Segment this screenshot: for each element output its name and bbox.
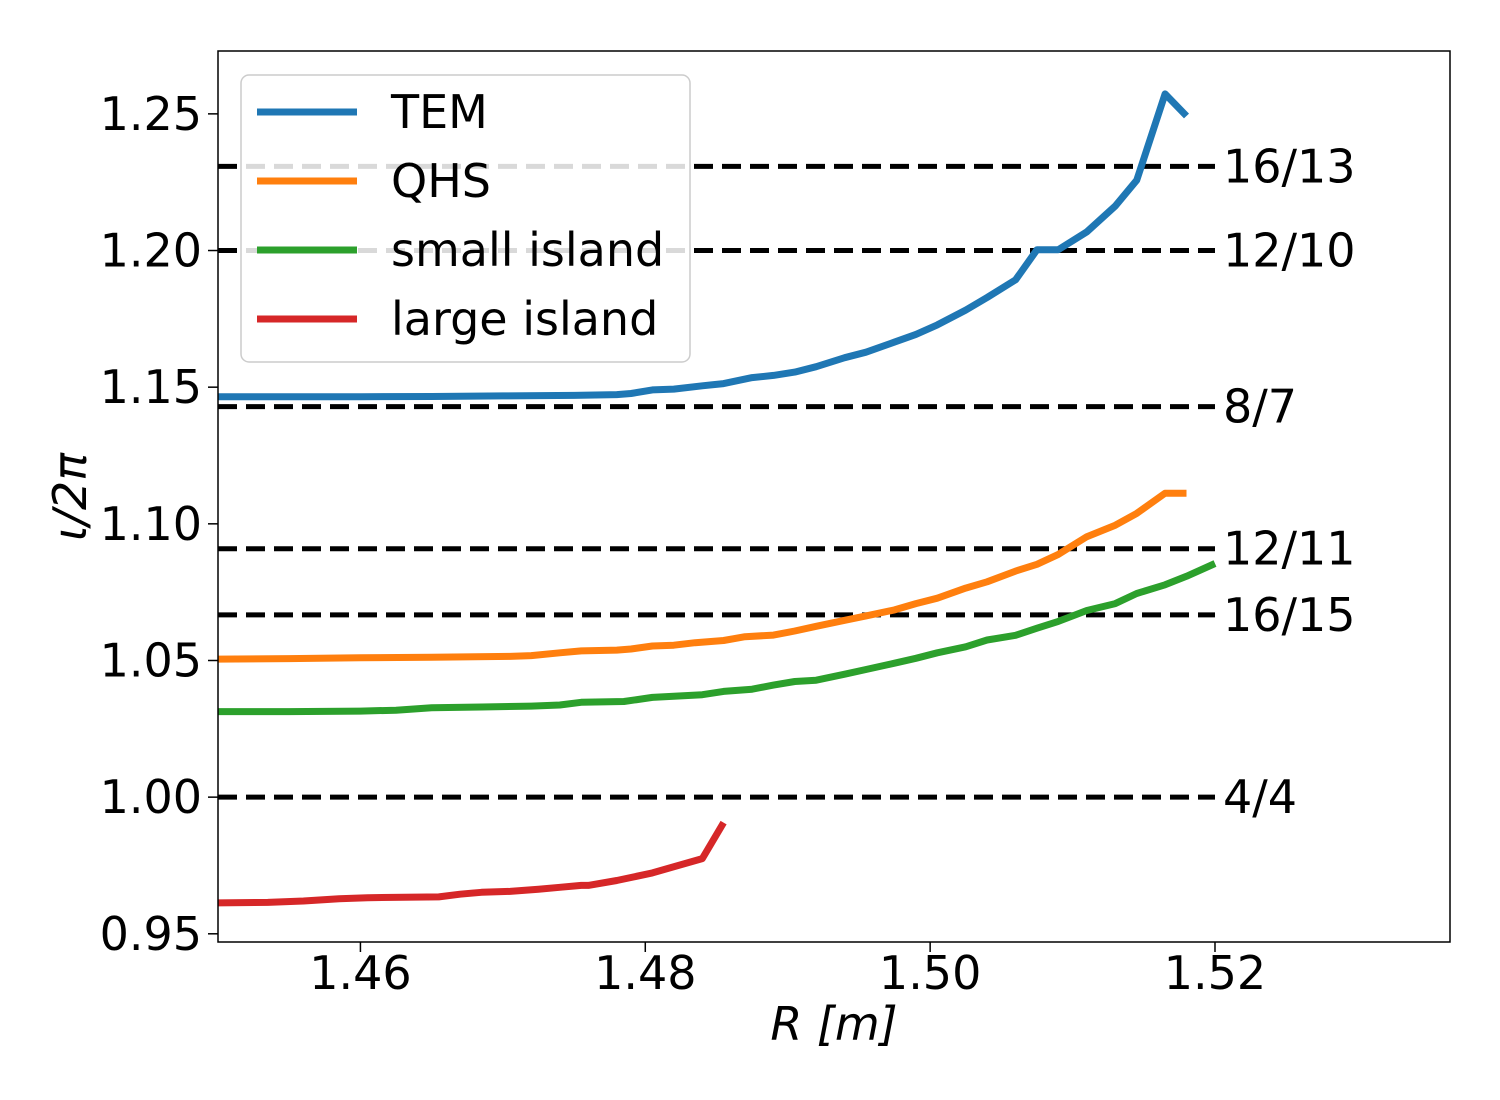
legend-label: TEM — [390, 85, 488, 139]
series-line-large-island — [217, 820, 727, 907]
y-axis-label: ι/2π — [43, 452, 97, 541]
y-tick-label: 1.25 — [100, 87, 202, 141]
legend: TEM QHS small island large island — [240, 74, 691, 363]
series-line-tem — [218, 90, 1190, 401]
y-tick-label: 1.20 — [100, 224, 202, 278]
legend-label: small island — [391, 223, 664, 277]
x-tick-label: 1.46 — [309, 946, 411, 1000]
reference-label: 4/4 — [1223, 770, 1297, 824]
y-tick-label: 1.00 — [100, 770, 202, 824]
x-tick-label: 1.52 — [1164, 946, 1266, 1000]
y-tick-label: 1.05 — [100, 633, 202, 687]
y-tick-label: 1.10 — [100, 497, 202, 551]
reference-label: 16/13 — [1223, 139, 1356, 193]
reference-label: 12/10 — [1223, 224, 1356, 278]
x-tick-label: 1.50 — [879, 946, 981, 1000]
x-axis: 1.46 1.48 1.50 1.52 — [309, 942, 1266, 1000]
y-axis: 0.95 1.00 1.05 1.10 1.15 1.20 1.25 — [100, 87, 218, 961]
reference-label: 16/15 — [1223, 588, 1356, 642]
reference-labels: 16/13 12/10 8/7 12/11 16/15 4/4 — [1223, 139, 1356, 824]
x-axis-label: R [m] — [770, 997, 897, 1051]
series-line-small-island — [218, 560, 1217, 716]
y-tick-label: 1.15 — [100, 360, 202, 414]
reference-label: 12/11 — [1223, 522, 1356, 576]
legend-label: large island — [391, 292, 658, 346]
legend-label: QHS — [391, 154, 491, 208]
series-line-qhs — [217, 489, 1187, 663]
y-tick-label: 0.95 — [100, 907, 202, 961]
plot-frame — [217, 50, 1451, 943]
reference-label: 8/7 — [1223, 380, 1297, 434]
legend-box — [240, 74, 691, 363]
x-tick-label: 1.48 — [594, 946, 696, 1000]
series-lines — [217, 90, 1217, 907]
